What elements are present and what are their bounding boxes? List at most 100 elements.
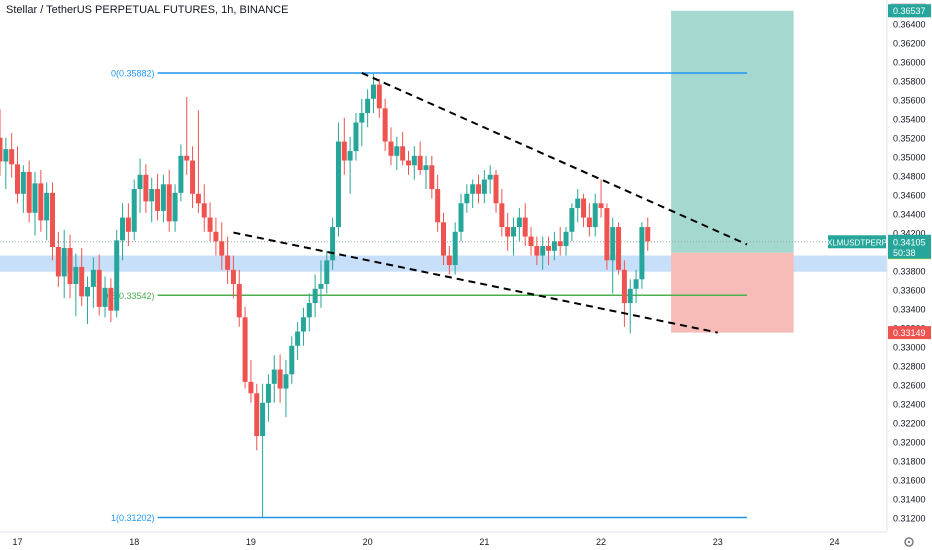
- candle-down: [376, 84, 382, 109]
- candle-up: [330, 227, 336, 261]
- candle-down: [505, 227, 511, 237]
- trendline: [233, 231, 718, 334]
- candle-down: [382, 108, 388, 142]
- y-tick-label: 0.32000: [893, 437, 926, 447]
- candle-down: [429, 165, 435, 190]
- candle-down: [417, 155, 423, 171]
- candle-down: [534, 246, 540, 256]
- candle-up: [120, 217, 126, 241]
- candle-down: [155, 189, 161, 211]
- fib-level-label: 0(0.35882): [111, 68, 155, 78]
- candle-down: [190, 160, 196, 194]
- candle-up: [172, 192, 178, 222]
- candle-down: [616, 227, 622, 270]
- y-tick-label: 0.33600: [893, 285, 926, 295]
- candle-down: [499, 203, 505, 228]
- price-tag-label: 0.33149: [893, 328, 926, 338]
- y-tick-label: 0.33400: [893, 304, 926, 314]
- candle-down: [236, 284, 242, 318]
- candle-down: [435, 189, 441, 223]
- y-tick-label: 0.35400: [893, 114, 926, 124]
- y-tick-label: 0.33800: [893, 266, 926, 276]
- candle-up: [44, 192, 50, 221]
- y-tick-label: 0.34400: [893, 209, 926, 219]
- candle-up: [131, 189, 137, 232]
- candle-up: [312, 288, 318, 304]
- gear-icon: [904, 537, 914, 547]
- x-tick-label: 23: [713, 537, 723, 547]
- candle-up: [102, 287, 108, 307]
- y-tick-label: 0.32400: [893, 399, 926, 409]
- candle-up: [265, 383, 271, 403]
- candle-up: [178, 155, 184, 193]
- candle-down: [341, 141, 347, 161]
- price-tag-label: 0.36537: [893, 6, 926, 16]
- candle-down: [604, 208, 610, 261]
- candle-down: [528, 236, 534, 247]
- price-axis: [887, 0, 932, 550]
- candle-up: [411, 155, 417, 166]
- candle-up: [481, 179, 487, 194]
- symbol-label: XLMUSDTPERP: [827, 238, 887, 247]
- y-tick-label: 0.31200: [893, 513, 926, 523]
- countdown-label: 50:38: [893, 248, 916, 258]
- candle-up: [365, 98, 371, 114]
- y-tick-label: 0.36000: [893, 57, 926, 67]
- current-price-tag: [888, 234, 931, 259]
- candle-up: [610, 227, 616, 261]
- candle-down: [213, 231, 219, 242]
- candle-up: [452, 231, 458, 266]
- candle-up: [324, 260, 330, 285]
- candle-down: [546, 246, 552, 251]
- candle-down: [225, 255, 231, 270]
- candle-up: [359, 113, 365, 123]
- candle-up: [423, 165, 429, 171]
- y-tick-label: 0.34800: [893, 171, 926, 181]
- candle-up: [73, 266, 79, 285]
- x-tick-label: 21: [479, 537, 489, 547]
- candle-down: [621, 269, 627, 304]
- candle-down: [143, 174, 149, 202]
- y-tick-label: 0.35600: [893, 95, 926, 105]
- x-tick-label: 18: [129, 537, 139, 547]
- candle-down: [405, 160, 411, 166]
- candle-up: [335, 141, 341, 228]
- candle-up: [347, 151, 353, 161]
- candle-up: [458, 203, 464, 232]
- current-price-label: 0.34105: [893, 237, 926, 247]
- x-tick-label: 20: [363, 537, 373, 547]
- candle-down: [0, 137, 3, 162]
- trendline: [361, 72, 748, 246]
- candle-up: [511, 227, 517, 237]
- y-tick-label: 0.36400: [893, 19, 926, 29]
- candle-up: [592, 203, 598, 228]
- x-tick-label: 22: [596, 537, 606, 547]
- candle-down: [50, 192, 56, 247]
- candle-down: [67, 247, 73, 285]
- candle-up: [90, 269, 96, 287]
- candle-down: [581, 198, 587, 218]
- candle-down: [9, 149, 15, 165]
- y-tick-label: 0.32600: [893, 380, 926, 390]
- candle-down: [108, 287, 114, 311]
- y-tick-label: 0.35800: [893, 76, 926, 86]
- candle-down: [277, 369, 283, 389]
- candle-down: [476, 184, 482, 194]
- y-tick-label: 0.34600: [893, 190, 926, 200]
- y-tick-label: 0.34200: [893, 228, 926, 238]
- x-tick-label: 24: [829, 537, 839, 547]
- candle-up: [149, 189, 155, 202]
- y-tick-label: 0.31600: [893, 475, 926, 485]
- stop-zone: [671, 252, 794, 333]
- candle-down: [586, 217, 592, 228]
- chart-title: Stellar / TetherUS PERPETUAL FUTURES, 1h…: [6, 4, 289, 16]
- candle-up: [516, 217, 522, 228]
- candle-up: [20, 171, 26, 194]
- candle-up: [289, 345, 295, 375]
- candle-down: [493, 174, 499, 204]
- candle-down: [166, 184, 172, 222]
- x-tick-label: 17: [12, 537, 22, 547]
- candle-down: [230, 269, 236, 285]
- candle-up: [540, 246, 546, 256]
